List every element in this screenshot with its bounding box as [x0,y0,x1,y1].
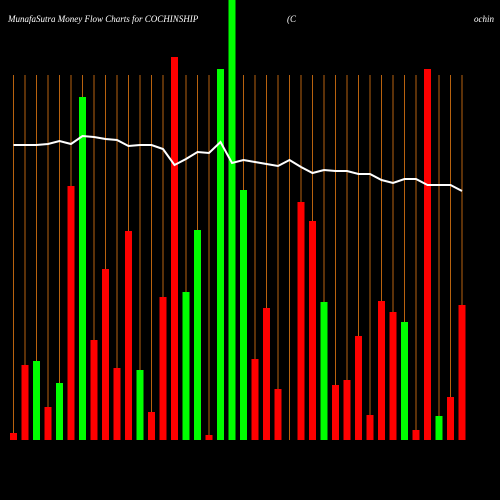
money-flow-line [13,134,463,192]
bar [274,389,282,440]
bar [309,221,316,440]
bar [56,383,63,440]
bar [458,305,466,440]
bar [125,231,132,440]
bar [171,57,178,440]
chart-title-mid: (C [287,14,297,24]
bar [228,0,236,440]
bar [320,302,328,440]
bar [113,368,121,440]
bar [263,308,270,440]
bar [21,365,29,440]
chart-title: MunafaSutra Money Flow Charts for COCHIN… [7,14,199,24]
bar [343,380,351,440]
bar [44,407,52,440]
bar [148,412,155,440]
bar [90,340,98,440]
bar [33,361,40,440]
bar [424,69,431,440]
bar [240,190,247,440]
bar [159,297,167,440]
bar [297,202,305,440]
bar [412,430,420,440]
bar [378,301,385,440]
bar [136,370,144,440]
bar [389,312,397,440]
bar [182,292,190,440]
bar [102,269,109,440]
bar [332,385,339,440]
bar [67,186,75,440]
bar [10,433,17,440]
bar [401,322,408,440]
bar [79,97,86,440]
bars [10,0,466,440]
chart-title-right: ochin [474,14,494,24]
bar [366,415,374,440]
bar [194,230,201,440]
bar [447,397,454,440]
bar [217,69,224,440]
bar [355,336,362,440]
bar [251,359,259,440]
bar [205,435,213,440]
bar [435,416,443,440]
